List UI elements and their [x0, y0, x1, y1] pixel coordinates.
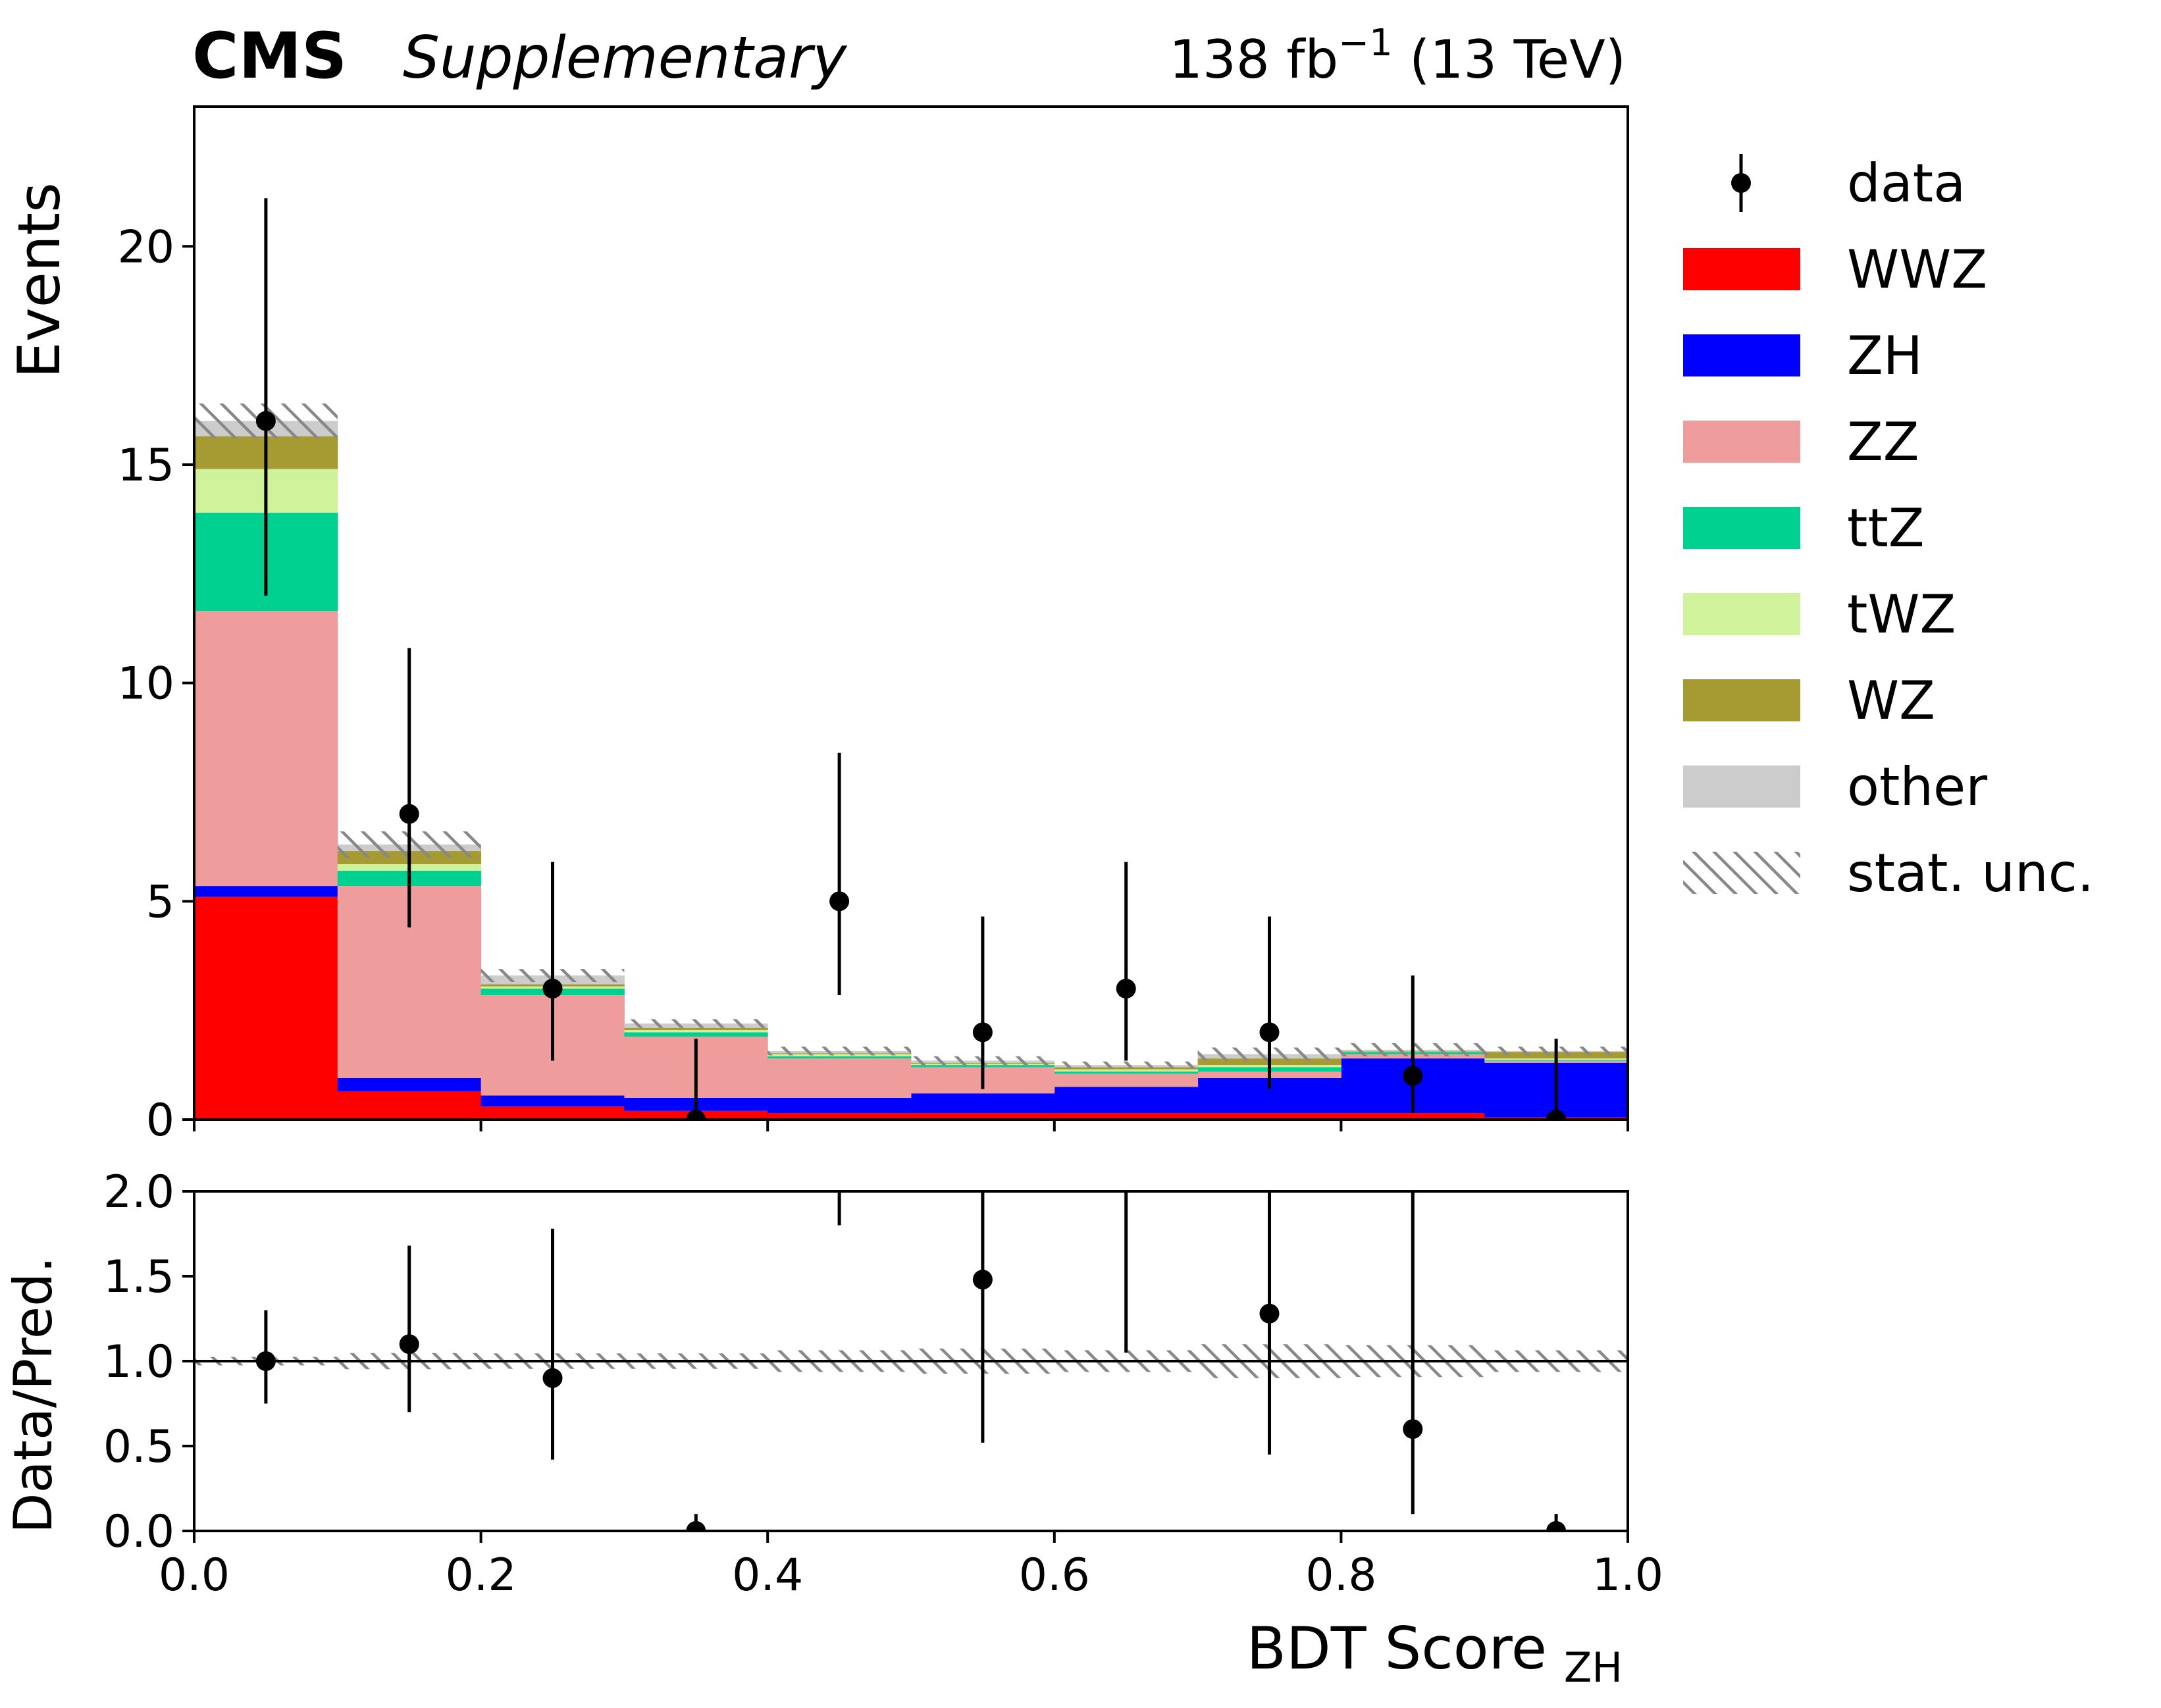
data-point-5 — [972, 1022, 993, 1043]
legend-label: WZ — [1847, 670, 1935, 731]
x-tick-label: 0.0 — [159, 1549, 230, 1601]
ratio-y-tick-label: 0.0 — [103, 1506, 174, 1558]
ratio-point-5 — [972, 1270, 993, 1290]
supplementary-label: Supplementary — [403, 24, 848, 91]
bar-zz-0 — [194, 611, 338, 887]
legend-swatch-wz — [1683, 679, 1800, 721]
legend-swatch-zz — [1683, 421, 1800, 463]
ratio-y-tick-label: 2.0 — [103, 1166, 174, 1218]
data-point-4 — [829, 891, 850, 912]
data-point-8 — [1403, 1066, 1423, 1086]
data-point-1 — [399, 804, 419, 824]
bar-zh-0 — [194, 886, 338, 897]
bar-wwz-6 — [1054, 1113, 1199, 1120]
bar-zz-4 — [768, 1058, 912, 1098]
x-tick-label: 0.4 — [732, 1549, 803, 1601]
x-axis-label-subscript: ZH — [1564, 1643, 1623, 1692]
ratio-panel — [194, 1191, 1628, 1531]
bar-zh-1 — [337, 1077, 482, 1091]
axes: 0.0 0.2 0.4 0.6 0.8 1.0 0 5 10 15 20 0.0 0.5 1.0 1.5 2.… — [103, 105, 1663, 1601]
stat-unc-band-3 — [624, 1019, 768, 1028]
data-point-9 — [1546, 1110, 1567, 1120]
legend-label: stat. unc. — [1847, 842, 2094, 904]
bar-zh-5 — [911, 1093, 1055, 1114]
bar-ttz-3 — [624, 1032, 768, 1037]
ratio-y-tick-label: 0.5 — [103, 1421, 174, 1473]
y-tick-label: 20 — [117, 221, 174, 273]
y-tick-label: 5 — [146, 876, 174, 928]
x-tick-label: 1.0 — [1592, 1549, 1663, 1601]
y-tick-label: 10 — [117, 658, 174, 710]
bar-ttz-4 — [768, 1056, 912, 1059]
legend-label: other — [1847, 756, 1987, 817]
data-point-2 — [542, 978, 563, 998]
legend-swatch-zh — [1683, 334, 1800, 376]
legend-swatch-ttz — [1683, 507, 1800, 549]
ratio-point-3 — [686, 1521, 706, 1531]
y-tick-label: 15 — [117, 440, 174, 492]
legend-data-marker-icon — [1731, 173, 1751, 193]
ratio-point-7 — [1259, 1303, 1280, 1324]
ratio-point-9 — [1546, 1521, 1567, 1531]
lumi-value: 138 fb — [1169, 29, 1338, 90]
bar-ttz-6 — [1054, 1072, 1199, 1074]
bar-wwz-7 — [1197, 1113, 1341, 1120]
bar-twz-6 — [1054, 1069, 1199, 1072]
data-point-6 — [1116, 978, 1136, 998]
ratio-point-1 — [399, 1334, 419, 1355]
legend-label: ttZ — [1847, 498, 1925, 559]
bar-wwz-4 — [768, 1113, 912, 1120]
x-tick-label: 0.6 — [1019, 1549, 1090, 1601]
legend-label: ZZ — [1847, 411, 1919, 473]
stat-unc-band-6 — [1054, 1061, 1198, 1069]
x-tick-label: 0.2 — [446, 1549, 517, 1601]
bar-wwz-0 — [194, 896, 338, 1120]
data-point-0 — [255, 411, 276, 431]
stacked-histogram — [194, 198, 1628, 1120]
x-tick-label: 0.8 — [1305, 1549, 1376, 1601]
bar-zh-2 — [481, 1095, 625, 1107]
legend-swatch-twz — [1683, 593, 1800, 635]
cms-label: CMS — [192, 19, 347, 93]
data-point-3 — [686, 1110, 706, 1120]
legend-label: WWZ — [1847, 239, 1987, 300]
ratio-y-tick-label: 1.5 — [103, 1251, 174, 1303]
bar-zh-4 — [768, 1097, 912, 1114]
bar-wwz-1 — [337, 1091, 482, 1120]
ratio-point-8 — [1403, 1419, 1423, 1439]
energy-value: (13 TeV) — [1393, 29, 1626, 90]
bar-twz-3 — [624, 1030, 768, 1033]
legend-swatch-other — [1683, 765, 1800, 808]
bar-wwz-8 — [1341, 1113, 1485, 1120]
legend-swatch-stat-unc — [1683, 852, 1800, 894]
main-axes-frame — [193, 105, 1629, 1121]
y-tick-label: 0 — [146, 1095, 174, 1147]
y-axis-label: Events — [5, 182, 73, 378]
legend-label: ZH — [1847, 325, 1923, 386]
lumi-label: 138 fb−1 (13 TeV) — [1169, 22, 1626, 90]
data-point-7 — [1259, 1022, 1280, 1043]
bar-wz-3 — [624, 1027, 768, 1031]
lumi-exponent: −1 — [1338, 22, 1393, 65]
stat-unc-band-4 — [768, 1047, 911, 1056]
ratio-y-tick-label: 1.0 — [103, 1336, 174, 1388]
bar-zz-6 — [1054, 1074, 1199, 1087]
ratio-point-0 — [255, 1351, 276, 1371]
legend: data WWZ ZH ZZ ttZ tWZ WZ other stat. unc. — [1683, 153, 2094, 904]
ratio-point-2 — [542, 1368, 563, 1388]
legend-swatch-wwz — [1683, 248, 1800, 290]
bar-wwz-5 — [911, 1113, 1055, 1120]
x-axis-label: BDT Score — [1247, 1615, 1547, 1682]
legend-label: tWZ — [1847, 584, 1956, 645]
bar-wwz-2 — [481, 1106, 625, 1120]
bar-zh-6 — [1054, 1087, 1199, 1114]
legend-label: data — [1847, 153, 1966, 214]
ratio-y-axis-label: Data/Pred. — [3, 1256, 64, 1534]
